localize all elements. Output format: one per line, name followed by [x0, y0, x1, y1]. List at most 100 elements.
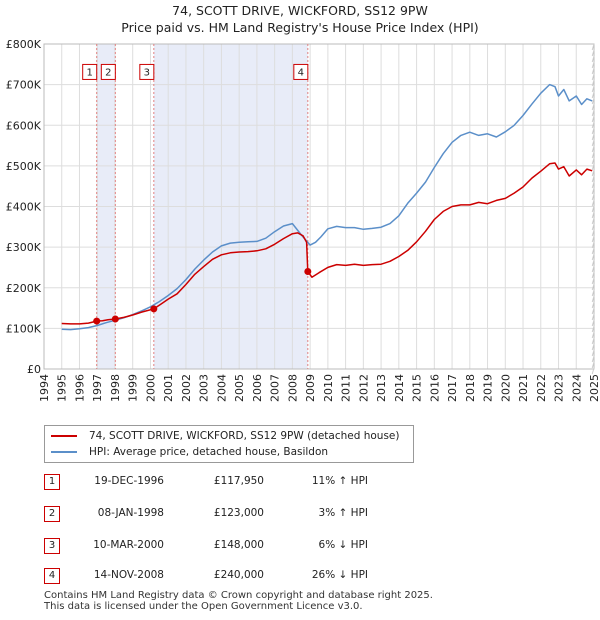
- y-tick-label: £200K: [6, 282, 42, 295]
- sale-label-box: [139, 63, 155, 80]
- sale-hpi-diff: 26% ↓ HPI: [311, 569, 368, 581]
- future-hatch: [591, 67, 595, 75]
- future-hatch: [591, 181, 595, 189]
- x-tick-label: 2008: [286, 374, 299, 402]
- sale-point: [93, 317, 101, 325]
- sale-date: 08-JAN-1998: [97, 507, 164, 519]
- future-hatch: [591, 85, 595, 93]
- sale-date: 10-MAR-2000: [93, 539, 164, 551]
- footer-licence: This data is licensed under the Open Gov…: [44, 601, 363, 612]
- future-hatch: [591, 271, 595, 279]
- sale-badge: 4: [44, 568, 60, 584]
- future-hatch: [591, 247, 595, 255]
- series-line-property: [61, 162, 593, 325]
- y-tick-label: £300K: [6, 241, 42, 254]
- sale-date: 19-DEC-1996: [94, 475, 164, 487]
- x-tick-label: 2019: [482, 374, 495, 402]
- x-tick-label: 1999: [127, 374, 140, 402]
- x-tick-label: 2023: [553, 374, 566, 402]
- sale-label: 1: [87, 67, 93, 78]
- series-line-hpi: [61, 83, 593, 331]
- legend-item-property: 74, SCOTT DRIVE, WICKFORD, SS12 9PW (det…: [51, 428, 400, 444]
- future-hatch: [591, 361, 595, 369]
- future-hatch: [591, 55, 595, 63]
- x-tick-label: 1997: [91, 374, 104, 402]
- footer-copyright: Contains HM Land Registry data © Crown c…: [44, 590, 433, 601]
- x-tick-label: 2010: [322, 374, 335, 402]
- sale-badge: 2: [44, 506, 60, 522]
- sale-label-box: [293, 63, 309, 80]
- future-hatch: [591, 277, 595, 285]
- future-hatch: [591, 235, 595, 243]
- future-hatch: [591, 151, 595, 159]
- legend-item-hpi: HPI: Average price, detached house, Basi…: [51, 444, 328, 460]
- x-tick-label: 2018: [464, 374, 477, 402]
- sale-label-box: [100, 63, 116, 80]
- x-tick-label: 2001: [162, 374, 175, 402]
- legend-label-hpi: HPI: Average price, detached house, Basi…: [89, 446, 329, 458]
- x-tick-label: 2003: [198, 374, 211, 402]
- x-tick-label: 2015: [411, 374, 424, 402]
- x-tick-label: 2012: [357, 374, 370, 402]
- x-tick-label: 2016: [428, 374, 441, 402]
- future-hatch: [591, 175, 595, 183]
- future-hatch: [591, 259, 595, 267]
- sale-date: 14-NOV-2008: [93, 569, 164, 581]
- chart-title: 74, SCOTT DRIVE, WICKFORD, SS12 9PW: [172, 3, 428, 18]
- legend-swatch-property: [51, 435, 77, 437]
- future-hatch: [591, 121, 595, 129]
- sale-price: £240,000: [213, 569, 264, 581]
- legend: 74, SCOTT DRIVE, WICKFORD, SS12 9PW (det…: [44, 425, 414, 463]
- future-hatch: [591, 217, 595, 225]
- future-hatch: [591, 253, 595, 261]
- future-hatch: [591, 313, 595, 321]
- x-tick-label: 2022: [535, 374, 548, 402]
- legend-label-property: 74, SCOTT DRIVE, WICKFORD, SS12 9PW (det…: [89, 430, 400, 442]
- price-chart: 1 2 3 4 £0 £100K £200K £300K £400K £500K £600K £700…: [6, 38, 600, 402]
- future-hatch: [591, 115, 595, 123]
- x-tick-label: 1998: [109, 374, 122, 402]
- future-hatch: [591, 337, 595, 345]
- future-hatch: [591, 199, 595, 207]
- x-tick-label: 2014: [393, 374, 406, 402]
- x-tick-label: 2007: [269, 374, 282, 402]
- future-hatch: [591, 91, 595, 99]
- future-hatch: [591, 163, 595, 171]
- y-tick-label: £700K: [6, 79, 42, 92]
- future-hatch: [591, 145, 595, 153]
- legend-swatch-hpi: [51, 451, 77, 453]
- future-hatch: [591, 193, 595, 201]
- future-hatch: [591, 133, 595, 141]
- sale-hpi-diff: 11% ↑ HPI: [311, 475, 368, 487]
- future-hatch: [591, 319, 595, 327]
- future-hatch: [591, 169, 595, 177]
- y-tick-label: £500K: [6, 160, 42, 173]
- future-hatch: [591, 205, 595, 213]
- future-hatch: [591, 139, 595, 147]
- future-hatch: [591, 97, 595, 105]
- x-tick-label: 2009: [304, 374, 317, 402]
- sale-badge: 3: [44, 538, 60, 554]
- y-tick-label: £400K: [6, 201, 42, 214]
- x-tick-label: 2000: [144, 374, 157, 402]
- sale-label-box: [82, 63, 98, 80]
- chart-subtitle: Price paid vs. HM Land Registry's House …: [121, 20, 479, 35]
- future-hatch: [591, 295, 595, 303]
- sale-price: £148,000: [213, 539, 264, 551]
- future-hatch: [591, 307, 595, 315]
- x-tick-label: 2013: [375, 374, 388, 402]
- future-hatch: [591, 187, 595, 195]
- future-hatch: [591, 43, 595, 51]
- x-tick-label: 1994: [38, 374, 51, 402]
- sale-label: 2: [105, 67, 111, 78]
- sale-label: 4: [298, 67, 304, 78]
- x-tick-label: 2004: [215, 374, 228, 402]
- future-hatch: [591, 283, 595, 291]
- future-hatch: [591, 301, 595, 309]
- x-tick-label: 2025: [588, 374, 600, 402]
- sale-point: [150, 305, 158, 313]
- future-hatch: [591, 229, 595, 237]
- x-tick-label: 2021: [517, 374, 530, 402]
- sale-hpi-diff: 6% ↓ HPI: [318, 539, 368, 551]
- future-hatch: [591, 73, 595, 81]
